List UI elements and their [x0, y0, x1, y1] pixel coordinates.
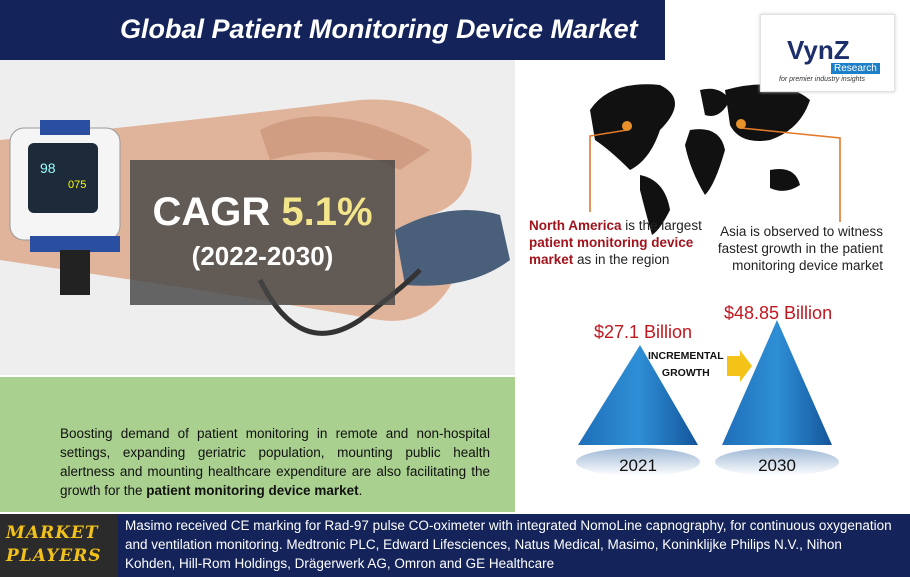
footer-text: Masimo received CE marking for Rad-97 pu…: [125, 518, 892, 571]
text: as in the region: [573, 252, 670, 267]
logo: VynZ Research for premier industry insig…: [760, 14, 895, 92]
text: is the largest: [621, 218, 702, 233]
logo-name: VynZ: [787, 35, 850, 65]
growth-line: INCREMENTAL: [648, 350, 724, 362]
text-bold: North America: [529, 218, 622, 233]
market-size: $48.85 Billion: [724, 303, 833, 323]
logo-tagline: for premier industry insights: [779, 76, 865, 83]
text: Asia is observed to witness fastest grow…: [717, 224, 883, 273]
text-bold: patient monitoring device market: [529, 235, 694, 267]
title-bar: [0, 0, 665, 60]
cagr-box: CAGR 5.1% (2022-2030): [130, 160, 395, 305]
year: 2030: [758, 456, 796, 475]
growth-line: GROWTH: [661, 367, 710, 379]
text-bold: patient monitoring device market: [146, 483, 359, 498]
cagr-label: CAGR: [152, 190, 271, 234]
region-note: North America is the largest patient mon…: [529, 217, 704, 268]
footer-label-line: PLAYERS: [6, 546, 102, 566]
year: 2021: [619, 456, 657, 475]
logo-sub: Research: [831, 63, 880, 74]
market-size: $27.1 Billion: [594, 322, 693, 342]
growth-label: INCREMENTAL GROWTH: [648, 348, 724, 382]
cagr-period: (2022-2030): [191, 241, 334, 271]
footer-label-line: MARKET: [6, 523, 99, 543]
footer: [0, 514, 910, 577]
svg-text:98: 98: [40, 160, 56, 176]
driver-text: Boosting demand of patient monitoring in…: [60, 424, 490, 500]
region-note: Asia is observed to witness fastest grow…: [708, 223, 883, 274]
cagr-line: CAGR 5.1%: [130, 190, 395, 235]
driver-box: [0, 377, 515, 512]
text: .: [358, 483, 363, 498]
title: Global Patient Monitoring Device Market: [120, 14, 638, 44]
svg-text:075: 075: [68, 179, 86, 191]
footer-label: MARKET PLAYERS: [0, 514, 118, 577]
text: Boosting demand of patient monitoring in…: [60, 426, 490, 498]
cagr-value: 5.1%: [281, 190, 373, 234]
